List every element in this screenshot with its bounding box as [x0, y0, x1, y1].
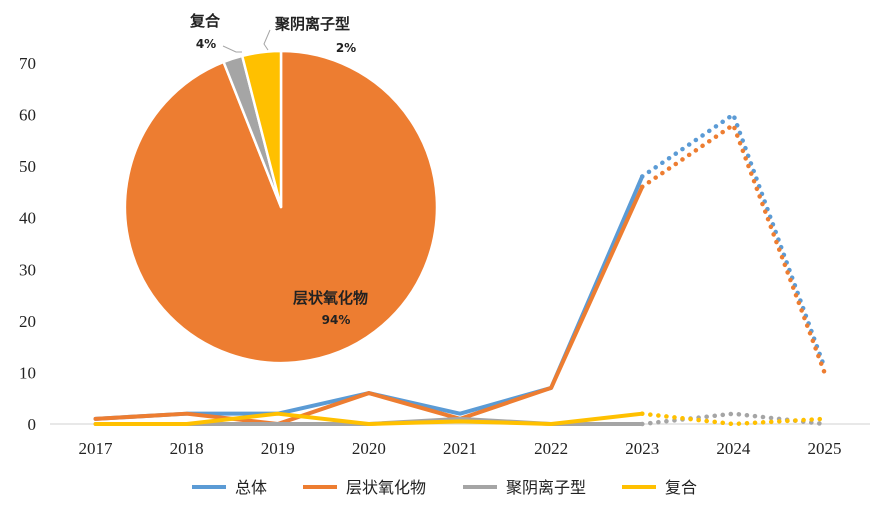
line-series-forecast-polyanion — [639, 411, 827, 427]
pie-label-layered-oxide: 层状氧化物 — [293, 289, 368, 307]
line-series-forecast-layered-oxide — [639, 121, 827, 375]
pie-chart — [123, 49, 439, 365]
legend-label-total: 总体 — [235, 478, 267, 497]
x-tick-label: 2018 — [170, 439, 204, 458]
legend-label-layered-oxide: 层状氧化物 — [346, 478, 426, 497]
y-tick-label: 40 — [19, 209, 36, 228]
pie-pct-layered-oxide: 94% — [322, 313, 351, 327]
line-series-layer — [93, 111, 827, 427]
legend-label-composite: 复合 — [665, 478, 697, 497]
line-series-forecast-total — [639, 111, 827, 370]
y-tick-label: 30 — [19, 260, 36, 279]
pie-label-polyanion: 聚阴离子型 — [274, 15, 350, 33]
y-tick-label: 20 — [19, 312, 36, 331]
x-tick-label: 2022 — [534, 439, 568, 458]
y-tick-label: 70 — [19, 54, 36, 73]
pie-leader-composite — [222, 45, 242, 53]
pie-labels: 层状氧化物 94% 聚阴离子型 2% 复合 4% — [189, 12, 368, 327]
y-tick-labels: 0 10 20 30 40 50 60 70 — [19, 54, 36, 434]
pie-slice-composite — [240, 49, 283, 209]
x-tick-label: 2023 — [625, 439, 659, 458]
x-tick-label: 2019 — [261, 439, 295, 458]
x-tick-label: 2024 — [716, 439, 751, 458]
line-series-layered-oxide — [93, 184, 645, 426]
line-series-composite — [93, 411, 645, 426]
pie-pct-polyanion: 2% — [336, 41, 356, 55]
x-tick-label: 2020 — [352, 439, 386, 458]
y-tick-label: 60 — [19, 106, 36, 125]
y-tick-label: 50 — [19, 157, 36, 176]
pie-pct-composite: 4% — [196, 37, 216, 51]
legend-label-polyanion: 聚阴离子型 — [506, 478, 586, 497]
x-tick-label: 2021 — [443, 439, 477, 458]
x-tick-labels: 2017 2018 2019 2020 2021 2022 2023 2024 2025 — [79, 439, 842, 458]
y-tick-label: 10 — [19, 363, 36, 382]
x-tick-label: 2025 — [807, 439, 841, 458]
pie-leader-polyanion — [263, 29, 271, 51]
x-tick-label: 2017 — [79, 439, 114, 458]
line-series-forecast-composite — [639, 411, 827, 427]
y-tick-label: 0 — [28, 415, 37, 434]
legend: 总体 层状氧化物 聚阴离子型 复合 — [192, 478, 697, 497]
pie-label-composite: 复合 — [189, 12, 221, 30]
